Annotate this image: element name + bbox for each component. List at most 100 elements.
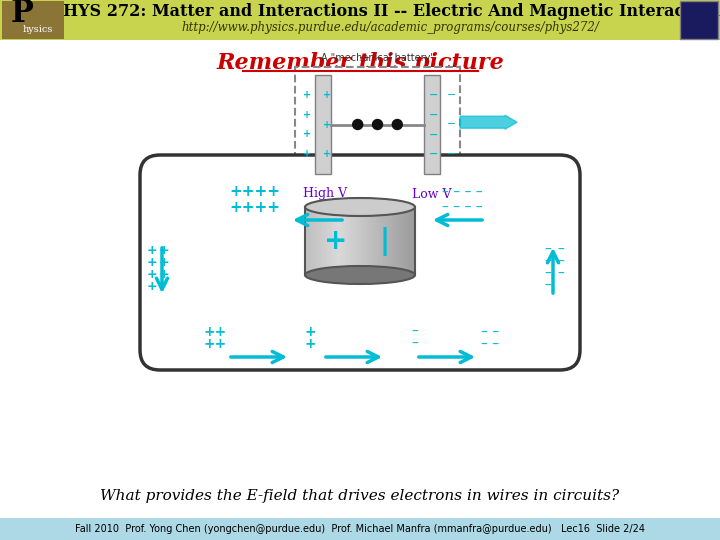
Bar bbox=[406, 207, 407, 275]
Bar bbox=[331, 207, 332, 275]
FancyArrow shape bbox=[460, 115, 517, 129]
Bar bbox=[396, 207, 397, 275]
Bar bbox=[341, 207, 342, 275]
Text: http://www.physics.purdue.edu/academic_programs/courses/phys272/: http://www.physics.purdue.edu/academic_p… bbox=[181, 21, 599, 33]
Bar bbox=[368, 207, 369, 275]
Bar bbox=[0, 518, 720, 540]
Bar bbox=[312, 207, 313, 275]
Bar bbox=[389, 207, 390, 275]
Bar bbox=[357, 207, 358, 275]
Bar bbox=[409, 207, 410, 275]
Text: –: – bbox=[544, 255, 552, 269]
Bar bbox=[401, 207, 402, 275]
Bar bbox=[352, 207, 353, 275]
Circle shape bbox=[392, 119, 402, 130]
Bar bbox=[365, 207, 366, 275]
Text: −: − bbox=[429, 130, 438, 139]
Bar bbox=[364, 207, 365, 275]
Bar bbox=[295, 67, 460, 182]
Bar bbox=[391, 207, 392, 275]
Bar bbox=[313, 207, 314, 275]
Bar bbox=[407, 207, 408, 275]
Text: +: + bbox=[303, 130, 311, 139]
Text: +: + bbox=[303, 149, 311, 159]
Bar bbox=[374, 207, 375, 275]
Bar bbox=[355, 207, 356, 275]
Bar bbox=[343, 207, 344, 275]
Bar bbox=[386, 207, 387, 275]
Bar bbox=[354, 207, 355, 275]
Text: +: + bbox=[303, 90, 311, 100]
Text: +: + bbox=[158, 244, 169, 256]
Text: – –: – – bbox=[481, 325, 499, 339]
Text: –: – bbox=[412, 325, 418, 339]
Bar bbox=[398, 207, 399, 275]
Bar bbox=[338, 207, 339, 275]
Bar bbox=[314, 207, 315, 275]
Bar bbox=[361, 207, 362, 275]
Bar bbox=[369, 207, 370, 275]
Text: +: + bbox=[323, 149, 331, 159]
Bar bbox=[339, 207, 340, 275]
Bar bbox=[332, 207, 333, 275]
Bar bbox=[318, 207, 319, 275]
Text: –: – bbox=[544, 267, 552, 281]
Bar bbox=[376, 207, 377, 275]
Bar bbox=[309, 207, 310, 275]
Bar bbox=[336, 207, 337, 275]
Text: −: − bbox=[447, 90, 456, 100]
Bar bbox=[307, 207, 308, 275]
Bar bbox=[380, 207, 381, 275]
Text: +: + bbox=[303, 110, 311, 119]
Bar bbox=[325, 207, 326, 275]
Bar bbox=[340, 207, 341, 275]
Text: hysics: hysics bbox=[23, 25, 53, 35]
Ellipse shape bbox=[305, 198, 415, 216]
Bar bbox=[305, 207, 306, 275]
Bar bbox=[371, 207, 372, 275]
Bar bbox=[350, 207, 351, 275]
Bar bbox=[383, 207, 384, 275]
Bar bbox=[413, 207, 414, 275]
Text: –: – bbox=[544, 279, 552, 293]
Bar bbox=[414, 207, 415, 275]
Text: ++++: ++++ bbox=[230, 185, 281, 199]
Text: Remember this picture: Remember this picture bbox=[216, 52, 504, 74]
Bar bbox=[382, 207, 383, 275]
Bar bbox=[353, 207, 354, 275]
Text: +: + bbox=[147, 244, 157, 256]
Bar bbox=[404, 207, 405, 275]
Bar bbox=[349, 207, 350, 275]
Bar bbox=[378, 207, 379, 275]
Text: +: + bbox=[323, 90, 331, 100]
Text: +: + bbox=[304, 325, 316, 339]
Bar bbox=[397, 207, 398, 275]
Bar bbox=[393, 207, 394, 275]
Bar bbox=[366, 207, 367, 275]
Bar bbox=[333, 207, 334, 275]
Bar bbox=[2, 1, 64, 39]
Bar bbox=[394, 207, 395, 275]
Bar bbox=[317, 207, 318, 275]
Bar bbox=[320, 207, 321, 275]
Bar bbox=[377, 207, 378, 275]
Text: – –: – – bbox=[481, 337, 499, 351]
Text: −: − bbox=[429, 90, 438, 100]
Text: Fall 2010  Prof. Yong Chen (yongchen@purdue.edu)  Prof. Michael Manfra (mmanfra@: Fall 2010 Prof. Yong Chen (yongchen@purd… bbox=[75, 524, 645, 534]
Text: +: + bbox=[147, 255, 157, 268]
Bar bbox=[330, 207, 331, 275]
Bar bbox=[337, 207, 338, 275]
Text: −: − bbox=[447, 149, 456, 159]
Text: –: – bbox=[557, 255, 564, 269]
Bar bbox=[403, 207, 404, 275]
Text: +: + bbox=[304, 337, 316, 351]
Bar bbox=[306, 207, 307, 275]
Text: What provides the E-field that drives electrons in wires in circuits?: What provides the E-field that drives el… bbox=[100, 489, 620, 503]
Text: High V: High V bbox=[303, 187, 347, 200]
Bar bbox=[334, 207, 335, 275]
Bar bbox=[351, 207, 352, 275]
Bar bbox=[0, 0, 720, 40]
Circle shape bbox=[353, 119, 363, 130]
Text: +: + bbox=[147, 280, 157, 293]
Bar bbox=[405, 207, 406, 275]
